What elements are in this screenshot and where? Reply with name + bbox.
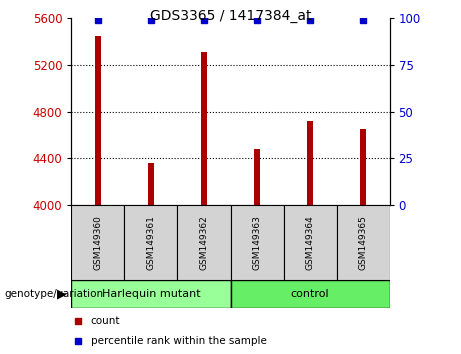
Bar — [360, 129, 366, 205]
Text: GSM149362: GSM149362 — [200, 215, 208, 270]
Bar — [284, 205, 337, 280]
Text: GSM149364: GSM149364 — [306, 215, 314, 270]
Text: genotype/variation: genotype/variation — [5, 289, 104, 299]
Bar — [201, 52, 207, 205]
Text: percentile rank within the sample: percentile rank within the sample — [90, 336, 266, 346]
Bar — [71, 205, 124, 280]
Text: ▶: ▶ — [58, 287, 67, 300]
Text: GSM149360: GSM149360 — [94, 215, 102, 270]
Text: GSM149365: GSM149365 — [359, 215, 367, 270]
Text: count: count — [90, 316, 120, 326]
Bar — [230, 205, 284, 280]
Bar — [148, 163, 154, 205]
Bar — [71, 280, 230, 308]
Bar — [95, 36, 101, 205]
Text: Harlequin mutant: Harlequin mutant — [102, 289, 200, 299]
Text: GDS3365 / 1417384_at: GDS3365 / 1417384_at — [150, 9, 311, 23]
Bar — [307, 121, 313, 205]
Bar — [254, 149, 260, 205]
Bar — [177, 205, 230, 280]
Text: control: control — [291, 289, 329, 299]
Text: GSM149361: GSM149361 — [147, 215, 155, 270]
Bar — [337, 205, 390, 280]
Bar — [230, 280, 390, 308]
Text: GSM149363: GSM149363 — [253, 215, 261, 270]
Bar — [124, 205, 177, 280]
